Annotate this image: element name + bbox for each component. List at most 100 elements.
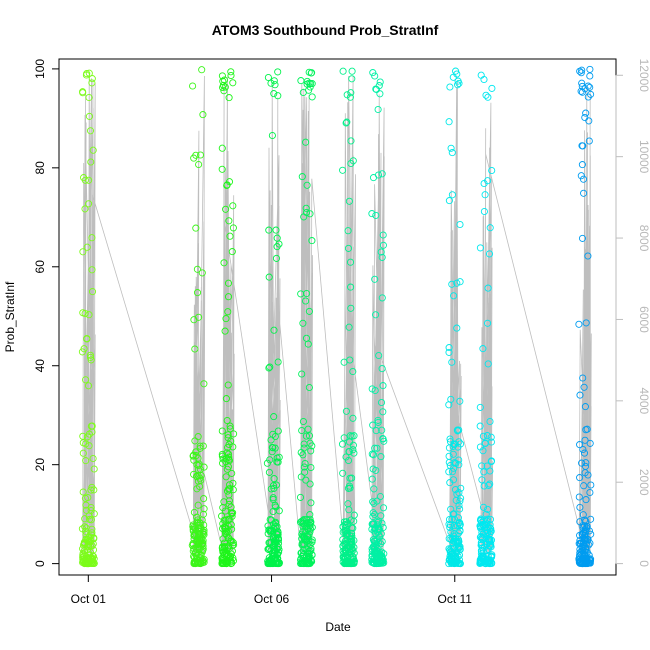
data-point	[221, 83, 229, 91]
data-point	[376, 492, 384, 501]
data-point	[448, 280, 456, 288]
data-point	[368, 520, 376, 528]
data-point	[373, 497, 381, 505]
data-point	[87, 559, 95, 568]
data-point	[269, 430, 277, 438]
series-4	[263, 68, 283, 568]
data-point	[82, 376, 90, 384]
data-point	[264, 522, 272, 530]
data-point	[196, 544, 204, 553]
data-point	[379, 408, 387, 416]
data-point	[268, 443, 276, 451]
data-point	[222, 315, 230, 323]
data-point	[302, 528, 310, 536]
data-point	[372, 554, 380, 562]
data-point	[369, 451, 378, 459]
data-point	[270, 413, 278, 421]
data-point	[445, 545, 453, 553]
data-point	[486, 224, 494, 232]
data-point	[193, 485, 201, 493]
data-point	[347, 304, 355, 312]
data-point	[199, 111, 207, 119]
data-point	[342, 453, 350, 461]
data-point	[271, 81, 279, 89]
data-point	[339, 67, 347, 75]
data-point	[265, 544, 273, 553]
data-point	[446, 83, 454, 91]
data-point	[85, 200, 93, 208]
data-point	[196, 536, 204, 544]
data-point	[369, 421, 377, 429]
data-point	[88, 542, 96, 550]
data-point	[299, 451, 307, 459]
data-point	[303, 77, 311, 85]
data-point	[585, 117, 593, 125]
data-point	[228, 248, 236, 256]
data-point	[221, 327, 229, 335]
data-point	[199, 442, 207, 450]
data-point	[483, 432, 491, 440]
y-tick-label: 40	[33, 359, 47, 373]
data-point	[486, 467, 494, 475]
data-point	[308, 69, 316, 77]
data-point	[297, 448, 305, 457]
data-point	[191, 549, 199, 557]
data-point	[82, 501, 90, 509]
data-point	[219, 455, 227, 463]
data-point	[224, 381, 232, 389]
data-point	[481, 521, 489, 529]
data-point	[304, 425, 312, 433]
points-layer	[78, 65, 595, 568]
data-point	[486, 557, 494, 565]
data-point	[579, 374, 587, 382]
data-point	[84, 382, 93, 390]
data-point	[222, 205, 230, 213]
data-point	[89, 454, 97, 463]
data-point	[368, 547, 376, 556]
data-point	[368, 210, 376, 218]
data-point	[448, 358, 456, 366]
data-point	[581, 403, 589, 411]
data-point	[371, 275, 379, 283]
data-point	[220, 559, 228, 568]
data-point	[586, 83, 594, 91]
data-point	[454, 427, 462, 435]
data-point	[306, 540, 314, 549]
data-point	[486, 417, 494, 426]
right-tick-label: 8000	[637, 225, 650, 252]
data-point	[447, 395, 455, 403]
data-point	[87, 158, 95, 166]
data-point	[189, 82, 197, 90]
data-point	[198, 66, 206, 74]
data-point	[445, 515, 454, 524]
data-point	[578, 161, 586, 169]
data-point	[302, 204, 310, 212]
data-point	[484, 284, 492, 292]
data-point	[273, 243, 281, 251]
data-point	[456, 546, 464, 554]
right-tick-label: 6000	[637, 306, 650, 333]
data-point	[272, 503, 280, 511]
data-point	[378, 426, 386, 434]
data-point	[368, 475, 376, 483]
data-point	[81, 523, 89, 531]
data-point	[219, 504, 227, 512]
right-tick-label: 10000	[637, 140, 650, 174]
right-tick-label: 12000	[637, 59, 650, 93]
data-point	[89, 146, 97, 154]
series-9	[476, 71, 496, 568]
data-point	[227, 509, 235, 517]
data-point	[580, 383, 588, 391]
data-point	[375, 351, 383, 360]
data-point	[297, 549, 305, 557]
data-point	[223, 416, 231, 425]
data-point	[587, 481, 595, 489]
data-point	[579, 445, 587, 454]
series-3	[218, 68, 238, 568]
data-point	[350, 511, 358, 519]
data-point	[348, 75, 356, 83]
altitude-line	[82, 75, 592, 560]
data-point	[85, 112, 93, 120]
data-point	[220, 87, 228, 95]
data-point	[222, 395, 230, 403]
